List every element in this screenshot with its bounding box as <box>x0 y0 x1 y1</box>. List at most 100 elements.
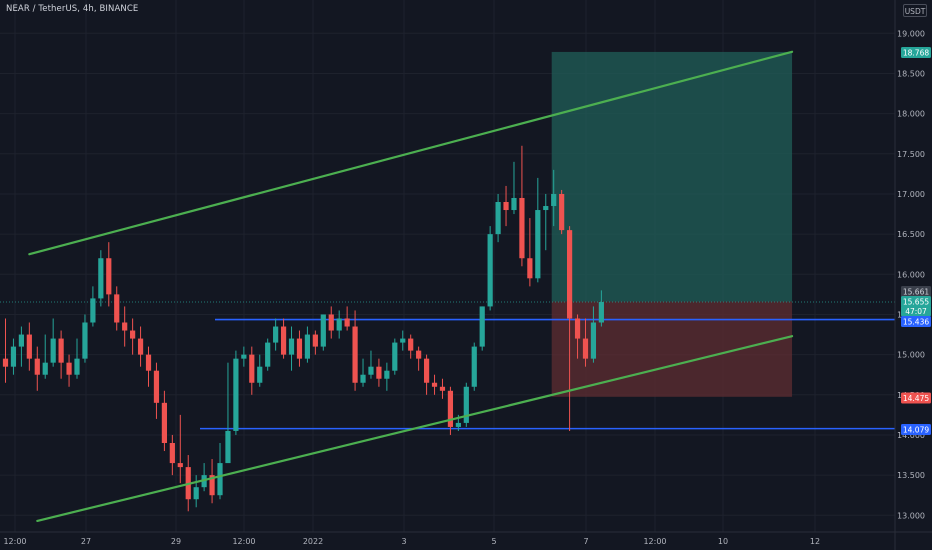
candle-body <box>288 338 295 355</box>
candle-body <box>559 193 565 231</box>
x-tick-label: 12:00 <box>643 537 666 546</box>
price-label-box <box>901 305 931 317</box>
candle-body <box>455 422 461 427</box>
candle-body <box>336 318 342 331</box>
candle-body <box>296 338 303 359</box>
channel-lower-line <box>36 335 794 523</box>
position-zones <box>551 51 793 397</box>
price-label-box <box>901 286 931 297</box>
candle-body <box>535 210 541 279</box>
price-label-text: 47:07 <box>905 307 927 316</box>
candle-body <box>18 334 24 347</box>
candle-body <box>439 386 446 391</box>
y-tick-label: 15.000 <box>897 351 925 360</box>
candle-body <box>2 358 9 367</box>
candle-body <box>368 366 374 375</box>
candle-body <box>416 350 422 359</box>
candle-body <box>42 362 48 375</box>
price-label-level: 14.079 <box>901 424 931 435</box>
candle-body <box>122 322 128 331</box>
candle-body <box>161 402 167 443</box>
currency-badge[interactable]: USDT <box>903 4 927 17</box>
candle-body <box>447 390 454 427</box>
channel-lines <box>28 50 794 523</box>
candle-body <box>487 234 493 307</box>
candle-body <box>10 346 17 367</box>
price-label-box <box>901 392 931 404</box>
x-tick-label: 12 <box>810 537 820 546</box>
price-label-text: 14.079 <box>903 426 929 435</box>
candle-body <box>233 358 239 431</box>
candle-body <box>574 318 581 339</box>
candle-body <box>280 326 287 355</box>
candle-body <box>566 230 573 319</box>
y-tick-label: 19.000 <box>897 29 925 38</box>
candle-body <box>527 258 533 279</box>
candle-body <box>249 354 255 383</box>
price-label-last: 15.661 <box>901 286 931 297</box>
candle-body <box>90 298 96 323</box>
candle-body <box>257 366 263 383</box>
candle-body <box>74 358 80 375</box>
candle-body <box>376 366 382 379</box>
y-tick-label: 14.000 <box>897 431 925 440</box>
price-label-box <box>901 424 931 435</box>
price-label-text: 15.436 <box>903 318 929 327</box>
candle-body <box>98 258 104 299</box>
price-label-box <box>901 47 931 58</box>
candle-body <box>58 338 64 363</box>
candle-body <box>590 322 597 359</box>
y-tick-label: 13.500 <box>897 471 925 480</box>
candle-body <box>153 370 160 403</box>
candle-body <box>273 326 279 343</box>
x-tick-label: 12:00 <box>232 537 255 546</box>
candle-body <box>50 338 56 363</box>
y-tick-label: 17.000 <box>897 190 925 199</box>
candle-body <box>384 370 390 379</box>
horizontal-levels <box>0 301 895 430</box>
candle-body <box>34 358 40 375</box>
candle-body <box>423 358 430 383</box>
x-tick-label: 2022 <box>303 537 323 546</box>
candle-body <box>582 338 589 359</box>
profit-zone <box>551 51 793 302</box>
candle-body <box>265 342 271 367</box>
candle-body <box>82 322 88 359</box>
candle-body <box>360 374 366 383</box>
candle-body <box>503 202 509 211</box>
x-tick-label: 12:00 <box>3 537 26 546</box>
candle-body <box>392 342 398 371</box>
y-tick-label: 18.500 <box>897 69 925 78</box>
candle-body <box>177 463 183 468</box>
price-label-box <box>901 296 931 307</box>
price-label-stop: 14.475 <box>901 392 931 404</box>
candle-body <box>312 334 318 347</box>
candle-body <box>471 346 477 387</box>
y-tick-label: 17.500 <box>897 150 925 159</box>
candle-body <box>543 206 549 211</box>
price-label-text: 15.661 <box>903 288 929 297</box>
candle-body <box>130 330 136 339</box>
candle-body <box>304 334 311 359</box>
candle-body <box>328 314 334 331</box>
grid-layer <box>0 0 895 532</box>
price-label-level: 15.436 <box>901 316 931 327</box>
time-axis[interactable]: 12:00 27 29 12:00 2022 3 5 7 12:00 10 12 <box>3 537 820 546</box>
y-tick-label: 16.500 <box>897 230 925 239</box>
y-tick-label: 18.000 <box>897 110 925 119</box>
candle-body <box>320 314 326 347</box>
candle-body <box>241 354 247 359</box>
candle-body <box>225 430 231 464</box>
price-label-countdown: 47:07 <box>901 305 931 317</box>
candle-body <box>408 338 414 351</box>
candle-body <box>519 197 525 259</box>
candle-body <box>114 294 120 323</box>
price-label-text: 15.655 <box>903 298 929 307</box>
candle-body <box>400 338 406 343</box>
price-label-current: 15.655 <box>901 296 931 307</box>
candles <box>2 145 604 512</box>
candle-body <box>26 334 32 359</box>
